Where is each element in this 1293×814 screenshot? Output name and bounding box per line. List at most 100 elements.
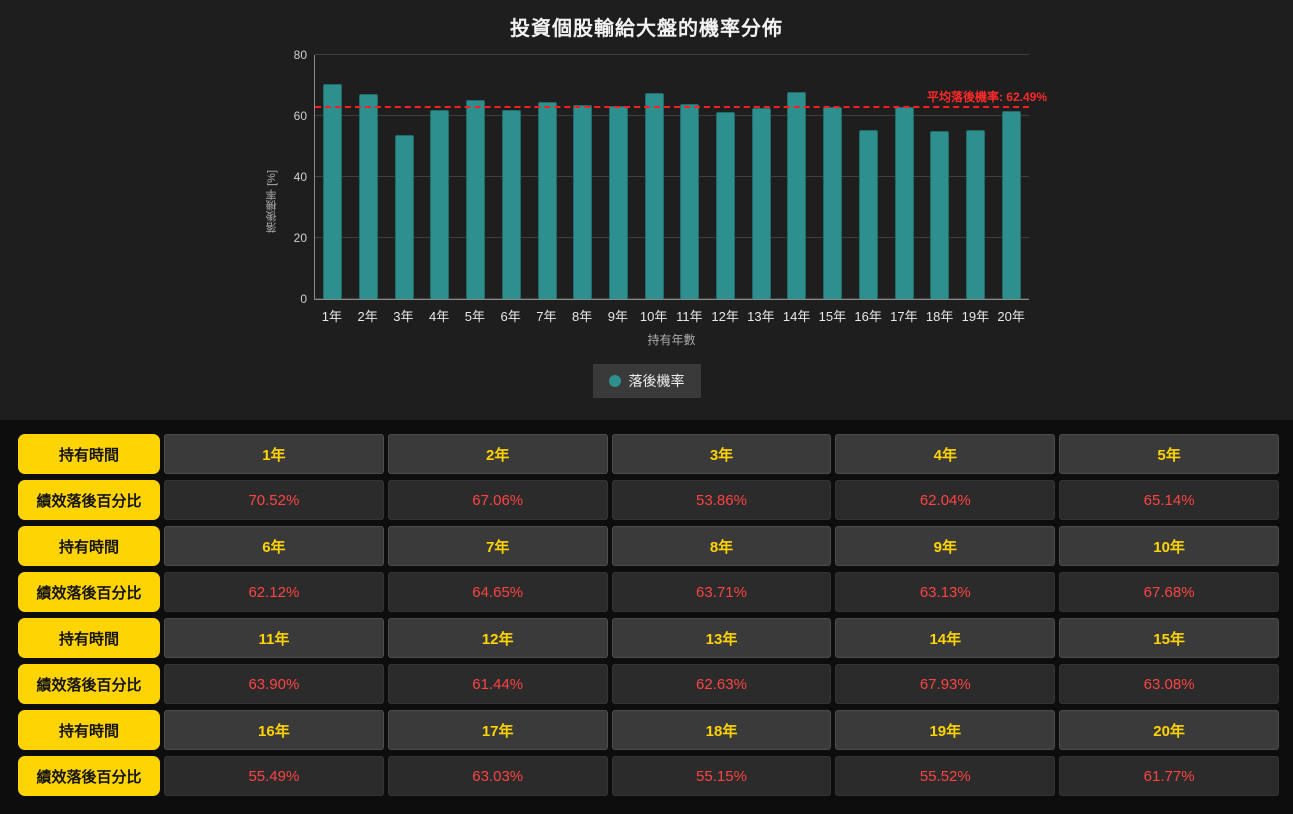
value-cell: 65.14% — [1059, 480, 1279, 520]
bar-12年[interactable] — [716, 111, 736, 299]
gridline — [315, 54, 1029, 55]
value-cell: 62.63% — [611, 664, 832, 704]
bar-13年[interactable] — [751, 107, 771, 299]
bar-slot — [422, 55, 458, 299]
bar-slot — [351, 55, 387, 299]
year-cell: 10年 — [1059, 526, 1279, 566]
bar-slot — [886, 55, 922, 299]
bar-11年[interactable] — [680, 104, 700, 299]
bar-16年[interactable] — [858, 129, 878, 299]
bar-6年[interactable] — [501, 109, 521, 299]
year-cell: 8年 — [611, 526, 832, 566]
bar-18年[interactable] — [930, 130, 950, 299]
x-tick-label: 13年 — [747, 309, 775, 324]
y-tick-label: 20 — [293, 231, 307, 245]
bar-slot — [315, 55, 351, 299]
bar-slot — [386, 55, 422, 299]
bar-slot — [565, 55, 601, 299]
x-axis-title: 持有年數 — [647, 333, 696, 347]
legend-item[interactable]: 落後機率 — [592, 364, 701, 398]
year-cell: 7年 — [387, 526, 608, 566]
bar-slot — [601, 55, 637, 299]
bar-19年[interactable] — [966, 129, 985, 299]
gridline — [315, 115, 1029, 116]
year-cell: 3年 — [611, 434, 832, 474]
y-tick-label: 60 — [293, 109, 307, 123]
value-cell: 61.44% — [387, 664, 608, 704]
x-tick-label: 8年 — [572, 309, 593, 324]
year-cell: 13年 — [611, 618, 832, 658]
row-label-lag-percentage: 績效落後百分比 — [18, 756, 160, 796]
value-cell: 55.15% — [611, 756, 832, 796]
x-tick-label: 20年 — [997, 309, 1025, 324]
x-tick-label: 1年 — [321, 309, 342, 324]
bar-14年[interactable] — [787, 91, 807, 299]
y-tick-label: 80 — [293, 48, 307, 62]
row-label-lag-percentage: 績效落後百分比 — [18, 480, 160, 520]
x-axis-ticks: 1年 2年 3年 4年 5年 6年 7年 8年 9年 10年 11年 12年 13年 14年 15年 16年 1… — [314, 306, 1029, 325]
bar-9年[interactable] — [608, 106, 628, 299]
value-cell: 62.04% — [835, 480, 1056, 520]
legend-marker-icon — [608, 375, 621, 387]
x-tick-label: 6年 — [500, 309, 521, 324]
x-tick-label: 16年 — [854, 309, 882, 324]
value-cell: 61.77% — [1059, 756, 1279, 796]
gridline — [315, 298, 1029, 299]
bar-slot — [529, 55, 565, 299]
bar-slot — [458, 55, 494, 299]
year-cell: 1年 — [164, 434, 384, 474]
bar-3年[interactable] — [394, 134, 414, 299]
bar-slot — [708, 55, 744, 299]
gridline — [315, 176, 1029, 177]
year-cell: 18年 — [611, 710, 832, 750]
year-cell: 15年 — [1059, 618, 1279, 658]
bar-10年[interactable] — [644, 92, 664, 299]
value-cell: 63.90% — [164, 664, 384, 704]
bar-slot — [922, 55, 958, 299]
value-cell: 55.49% — [164, 756, 384, 796]
bar-5年[interactable] — [466, 100, 486, 299]
x-tick-label: 15年 — [818, 309, 847, 324]
x-tick-label: 3年 — [393, 309, 414, 324]
x-tick-label: 11年 — [676, 309, 703, 324]
year-cell: 4年 — [835, 434, 1056, 474]
bar-slot — [851, 55, 887, 299]
year-cell: 19年 — [835, 710, 1056, 750]
value-cell: 63.13% — [835, 572, 1056, 612]
legend-label: 落後機率 — [628, 373, 685, 389]
value-cell: 67.68% — [1059, 572, 1279, 612]
chart-section: 投資個股輸給大盤的機率分佈 落後機率 [%] 平均落後機率: 62.49% 0 2… — [0, 0, 1293, 420]
bar-7年[interactable] — [537, 101, 557, 299]
year-cell: 20年 — [1059, 710, 1279, 750]
value-cell: 63.08% — [1059, 664, 1279, 704]
row-label-holding-time: 持有時間 — [18, 434, 160, 474]
row-label-holding-time: 持有時間 — [18, 618, 160, 658]
bar-slot — [815, 55, 851, 299]
bar-1年[interactable] — [323, 83, 343, 299]
bar-slot — [958, 55, 994, 299]
plot-area[interactable]: 平均落後機率: 62.49% 0 20 40 60 80 — [294, 48, 1047, 306]
row-label-holding-time: 持有時間 — [18, 526, 160, 566]
value-cell: 67.93% — [835, 664, 1056, 704]
value-cell: 63.71% — [611, 572, 832, 612]
gridline — [315, 237, 1029, 238]
value-cell: 53.86% — [611, 480, 832, 520]
year-cell: 2年 — [387, 434, 608, 474]
bar-15年[interactable] — [823, 106, 843, 299]
x-tick-label: 18年 — [925, 309, 954, 324]
x-tick-label: 9年 — [607, 309, 628, 324]
year-cell: 14年 — [835, 618, 1056, 658]
bar-8年[interactable] — [573, 104, 593, 299]
bar-series — [315, 55, 1029, 299]
bar-chart: 落後機率 [%] 平均落後機率: 62.49% 0 20 40 60 80 1年 2年 3年… — [0, 48, 1293, 348]
year-cell: 16年 — [164, 710, 384, 750]
bar-4年[interactable] — [430, 109, 450, 299]
average-line-label: 平均落後機率: 62.49% — [926, 90, 1047, 105]
bar-2年[interactable] — [359, 94, 379, 299]
bar-20年[interactable] — [1001, 110, 1021, 299]
bar-17年[interactable] — [894, 106, 914, 299]
y-axis-title: 落後機率 [%] — [266, 170, 278, 233]
y-tick-label: 0 — [300, 292, 307, 306]
x-tick-label: 2年 — [357, 309, 378, 324]
value-cell: 64.65% — [387, 572, 608, 612]
